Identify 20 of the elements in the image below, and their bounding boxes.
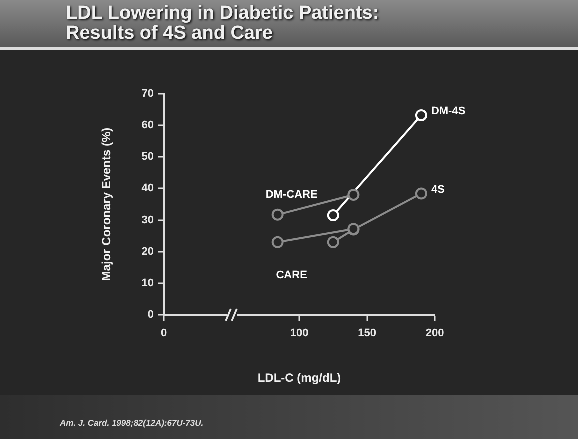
y-tick-label: 30 <box>142 214 154 226</box>
text: Am. J. Card. 1998;82(12A):67U-73U. <box>60 418 204 428</box>
y-tick-label: 10 <box>142 277 154 290</box>
series-label: DM-CARE <box>266 188 318 201</box>
y-tick-label: 20 <box>142 246 154 258</box>
text: CARE <box>276 269 308 282</box>
x-tick-label: 150 <box>358 328 376 340</box>
x-tick-label: 0 <box>160 328 168 340</box>
series-label: DM-4S <box>431 106 466 118</box>
y-tick-label: 70 <box>142 88 154 100</box>
x-tick-label: 100 <box>290 328 309 340</box>
x-tick-label: 200 <box>426 328 444 340</box>
chart-title: LDL Lowering in Diabetic Patients: Results of 4S and Care <box>0 0 578 50</box>
y-tick-label: 40 <box>142 182 154 195</box>
y-tick-label: 50 <box>142 151 154 164</box>
y-tick-label: 0 <box>148 309 154 322</box>
y-axis-title: Major Coronary Events (%) <box>100 128 114 282</box>
x-axis-title: LDL-C (mg/dL) <box>258 371 342 386</box>
series-label: 4S <box>431 184 445 196</box>
y-tick-label: 60 <box>142 120 154 132</box>
